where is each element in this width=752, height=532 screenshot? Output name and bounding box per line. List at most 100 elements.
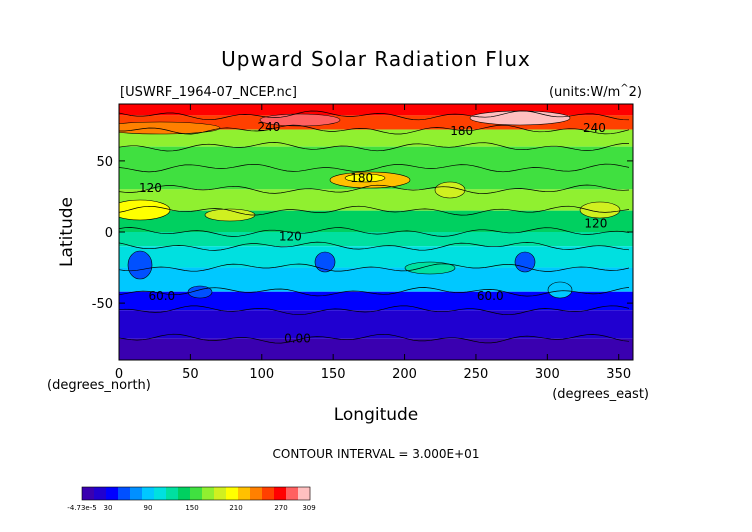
colorbar-swatch-16 (274, 487, 287, 500)
contour-label-3: 120 (139, 181, 162, 195)
colorbar-frame (81, 486, 311, 501)
contour-line-3 (119, 142, 630, 152)
y-tick-label-0: 0 (105, 226, 113, 241)
field-patch-4 (344, 173, 386, 183)
contour-line-11 (119, 305, 630, 316)
contour-lines (119, 110, 630, 344)
field-patch-13 (547, 281, 573, 299)
contour-label-7: 60.0 (148, 289, 175, 303)
colorbar (81, 486, 311, 501)
field-patch-9 (127, 250, 153, 280)
x-tick-label-150: 150 (321, 367, 346, 382)
field-patches (119, 110, 621, 299)
units-sup: ^ (620, 83, 628, 94)
x-tick-label-250: 250 (464, 367, 489, 382)
field-patch-6 (434, 181, 466, 199)
contour-line-5 (119, 184, 630, 194)
colorbar-swatch-12 (226, 487, 239, 500)
colorbar-label-5: 270 (274, 504, 287, 512)
contour-line-1 (119, 110, 630, 121)
x-tick-label-200: 200 (392, 367, 417, 382)
contour-label-0: 240 (257, 120, 280, 134)
colorbar-swatch-17 (286, 487, 299, 500)
y-tick-label-50: 50 (96, 155, 113, 170)
band-0 (119, 104, 633, 116)
colorbar-swatch-15 (262, 487, 275, 500)
colorbar-swatch-0 (82, 487, 95, 500)
units-prefix: (units:W/m (549, 85, 620, 100)
band-2 (119, 129, 633, 147)
colorbar-swatch-3 (118, 487, 131, 500)
y-axis-label: Latitude (57, 197, 77, 267)
band-8 (119, 246, 633, 268)
y-unit-label: (degrees_north) (47, 378, 151, 393)
x-tick-label-100: 100 (249, 367, 274, 382)
colorbar-swatch-10 (202, 487, 215, 500)
colorbar-swatch-6 (154, 487, 167, 500)
band-12 (119, 338, 633, 360)
contour-line-7 (119, 227, 630, 237)
colorbar-labels: -4.73e-5 30 90 150 210 270 309 (67, 504, 315, 512)
x-unit-label: (degrees_east) (552, 387, 649, 402)
colorbar-label-3: 150 (185, 504, 198, 512)
colorbar-swatch-18 (298, 487, 311, 500)
contour-label-9: 0.00 (284, 332, 311, 346)
y-tick-label--50: -50 (92, 297, 113, 312)
band-7 (119, 232, 633, 247)
contour-line-6 (119, 205, 630, 216)
colorbar-swatch-8 (178, 487, 191, 500)
field-patch-1 (469, 110, 571, 126)
contour-line-12 (119, 333, 630, 344)
contour-interval: CONTOUR INTERVAL = 3.000E+01 (273, 447, 480, 461)
colorbar-swatch-11 (214, 487, 227, 500)
field-patch-5 (119, 199, 171, 221)
contour-line-8 (119, 241, 630, 251)
colorbar-label-0: -4.73e-5 (67, 504, 96, 512)
plot-area (119, 104, 633, 360)
x-tick-label-350: 350 (606, 367, 631, 382)
y-axis-ticks: -50 0 50 (92, 155, 633, 312)
units-exp: 2) (629, 85, 642, 100)
field-patch-14 (187, 285, 213, 299)
colorbar-label-4: 210 (229, 504, 242, 512)
contour-line-9 (119, 263, 630, 272)
colorbar-swatch-4 (130, 487, 143, 500)
chart-title: Upward Solar Radiation Flux (221, 47, 531, 71)
file-label: [USWRF_1964-07_NCEP.nc] (120, 85, 297, 100)
contour-label-5: 120 (279, 229, 302, 243)
field-patch-7 (579, 201, 621, 219)
colorbar-swatch-7 (166, 487, 179, 500)
x-tick-label-50: 50 (182, 367, 199, 382)
field-patch-10 (314, 251, 336, 273)
field-patch-11 (514, 251, 536, 273)
colorbar-label-6: 309 (302, 504, 315, 512)
colorbar-swatch-1 (94, 487, 107, 500)
band-11 (119, 310, 633, 339)
colorbar-swatch-13 (238, 487, 251, 500)
units-label: (units:W/m^2) (549, 83, 642, 100)
colorbar-swatch-5 (142, 487, 155, 500)
latitude-bands (119, 104, 633, 360)
contour-line-10 (119, 287, 630, 297)
contour-label-8: 60.0 (477, 289, 504, 303)
colorbar-swatch-14 (250, 487, 263, 500)
colorbar-label-1: 30 (104, 504, 113, 512)
contour-line-2 (119, 124, 630, 135)
contour-label-1: 180 (450, 124, 473, 138)
band-5 (119, 189, 633, 211)
colorbar-swatch-9 (190, 487, 203, 500)
x-tick-label-0: 0 (115, 367, 123, 382)
band-10 (119, 291, 633, 311)
contour-label-4: 180 (350, 171, 373, 185)
band-3 (119, 146, 633, 168)
colorbar-label-2: 90 (144, 504, 153, 512)
x-axis-label: Longitude (334, 405, 419, 425)
contour-line-4 (119, 163, 630, 173)
contour-label-2: 240 (583, 121, 606, 135)
field-patch-2 (119, 121, 221, 135)
contour-label-6: 120 (584, 216, 607, 230)
colorbar-swatch-2 (106, 487, 119, 500)
x-axis-ticks: 0 50 100 150 200 250 300 350 (115, 104, 631, 382)
